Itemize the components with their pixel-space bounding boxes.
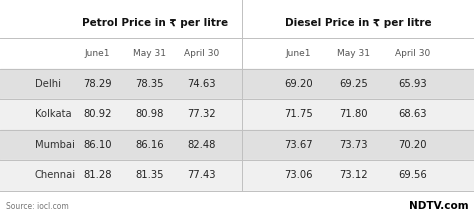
Bar [0,99,474,130]
Text: 73.73: 73.73 [339,140,367,150]
Text: 78.29: 78.29 [83,79,111,89]
Text: June1: June1 [84,49,110,58]
Text: 77.43: 77.43 [187,170,216,181]
Text: 81.35: 81.35 [135,170,164,181]
Text: 80.98: 80.98 [135,109,164,119]
Text: NDTV.com: NDTV.com [409,201,468,211]
Text: Diesel Price in ₹ per litre: Diesel Price in ₹ per litre [284,18,431,28]
Text: 68.63: 68.63 [398,109,427,119]
Text: 73.67: 73.67 [284,140,313,150]
Text: May 31: May 31 [337,49,370,58]
Text: 73.06: 73.06 [284,170,313,181]
Text: 69.56: 69.56 [398,170,427,181]
Text: 70.20: 70.20 [398,140,427,150]
Text: June1: June1 [286,49,311,58]
Text: 82.48: 82.48 [187,140,216,150]
Text: Petrol Price in ₹ per litre: Petrol Price in ₹ per litre [82,18,228,28]
Text: 86.10: 86.10 [83,140,111,150]
Text: 81.28: 81.28 [83,170,111,181]
Text: 71.75: 71.75 [284,109,313,119]
Text: 74.63: 74.63 [187,79,216,89]
Text: 77.32: 77.32 [187,109,216,119]
Text: 73.12: 73.12 [339,170,367,181]
Text: Chennai: Chennai [35,170,76,181]
Bar [0,69,474,99]
Bar [0,160,474,191]
Text: 69.25: 69.25 [339,79,367,89]
Text: 71.80: 71.80 [339,109,367,119]
Text: 86.16: 86.16 [135,140,164,150]
Text: 69.20: 69.20 [284,79,313,89]
Text: Mumbai: Mumbai [35,140,74,150]
Text: May 31: May 31 [133,49,166,58]
Text: 78.35: 78.35 [135,79,164,89]
Bar [0,191,474,218]
Bar [0,130,474,160]
Text: Kolkata: Kolkata [35,109,71,119]
Bar [0,38,474,69]
Text: Source: iocl.com: Source: iocl.com [6,201,68,211]
Text: Delhi: Delhi [35,79,61,89]
Text: April 30: April 30 [395,49,430,58]
Text: 80.92: 80.92 [83,109,111,119]
Text: April 30: April 30 [184,49,219,58]
Bar [0,0,474,38]
Text: 65.93: 65.93 [398,79,427,89]
